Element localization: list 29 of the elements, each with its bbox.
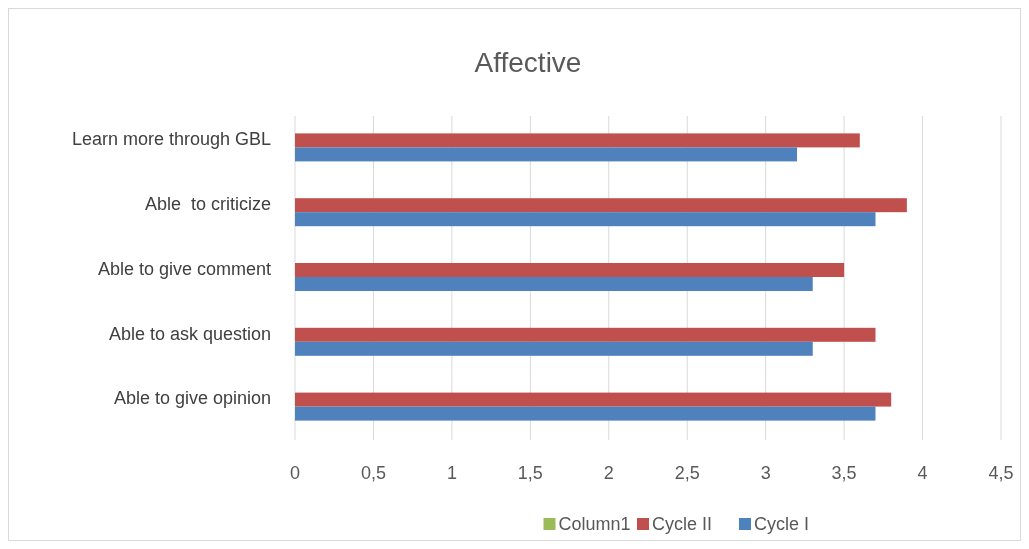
legend-label: Cycle I [754,514,810,534]
x-tick-label: 1,5 [517,463,543,483]
legend-label: Cycle II [652,514,713,534]
x-tick-label: 4,5 [988,463,1014,483]
y-tick-label: Able to give comment [97,258,271,279]
y-tick-label: Learn more through GBL [71,129,271,150]
x-tick-label: 0,5 [360,463,386,483]
chart-title: Affective [474,47,582,78]
bar [295,327,876,342]
x-tick-label: 0 [289,463,301,483]
x-tick-label: 2,5 [674,463,700,483]
bar [295,212,876,227]
bar [295,198,907,213]
y-tick-label: Able to give opinion [113,388,271,409]
x-tick-label: 3 [760,463,771,483]
bar [295,133,860,148]
y-tick-label: Able to criticize [144,193,271,214]
x-tick-label: 2 [603,463,614,483]
bar [295,406,876,421]
x-tick-label: 1 [446,463,457,483]
bar [295,341,813,356]
y-tick-label: Able to ask question [108,323,271,344]
bar [295,147,798,162]
legend-label: Column1 [558,514,631,534]
x-tick-label: 3,5 [831,463,857,483]
x-tick-label: 4 [917,463,928,483]
bar [295,263,845,277]
bar [295,392,892,407]
bar [295,277,813,291]
